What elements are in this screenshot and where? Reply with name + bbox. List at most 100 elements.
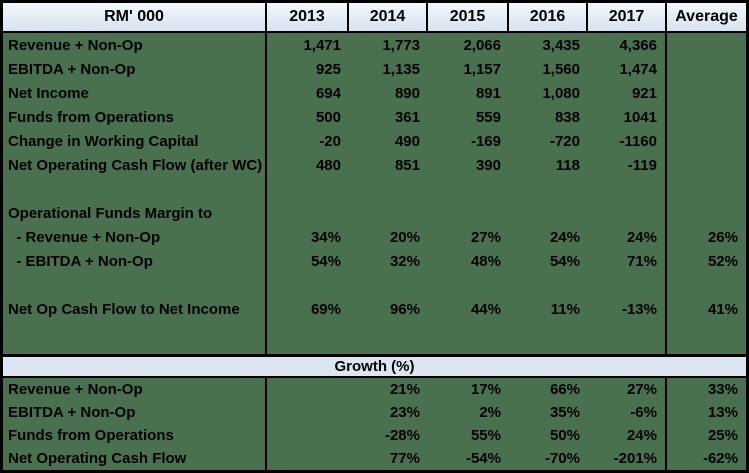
growth-row-ebitda: EBITDA + Non-Op 23% 2% 35% -6% 13% <box>3 401 746 424</box>
cell-average <box>667 81 746 105</box>
cell-2016: 1,560 <box>542 60 580 78</box>
row-label: Net Income <box>3 81 267 105</box>
cell-2013 <box>267 401 349 424</box>
cell-2013: 54% <box>310 252 341 270</box>
table-row-ffo: Funds from Operations 500 361 559 838 10… <box>3 105 746 129</box>
cell-2017: -13% <box>588 297 667 321</box>
cell-2013: 34% <box>310 228 341 246</box>
cell-2016: 50% <box>549 427 580 444</box>
cell-2013: -20 <box>319 132 341 150</box>
cell-2014: 361 <box>394 108 420 126</box>
row-label: Net Op Cash Flow to Net Income <box>3 297 267 321</box>
cell-2013 <box>267 447 349 470</box>
cell-2017 <box>588 201 667 225</box>
row-label: Funds from Operations <box>3 105 267 129</box>
cell-2017: 4,366 <box>588 33 667 57</box>
cell-2016: -70% <box>544 450 580 467</box>
cell-average: 25% <box>707 427 738 444</box>
cell-2016: 1,080 <box>542 84 580 102</box>
year-header-2013: 2013 <box>267 3 349 31</box>
cell-average: 41% <box>707 300 738 318</box>
cell-2017 <box>588 321 667 354</box>
cell-2013: 1,471 <box>303 36 341 54</box>
row-label <box>3 273 267 297</box>
cell-average: 52% <box>707 252 738 270</box>
cell-2017: 921 <box>588 81 667 105</box>
cell-2016: 54% <box>549 252 580 270</box>
cell-2014: -28% <box>384 427 420 444</box>
cell-2014: 21% <box>389 381 420 398</box>
cell-average: 13% <box>707 404 738 421</box>
cell-average <box>667 57 746 81</box>
cell-2017: -6% <box>588 401 667 424</box>
cell-2015: -169 <box>470 132 501 150</box>
cell-2017: 24% <box>588 225 667 249</box>
table-row-blank <box>3 273 746 297</box>
cell-2015: 390 <box>475 156 501 174</box>
cell-average: 26% <box>707 228 738 246</box>
growth-row-revenue: Revenue + Non-Op 21% 17% 66% 27% 33% <box>3 378 746 401</box>
cell-2015: 55% <box>470 427 501 444</box>
year-header-2016: 2016 <box>509 3 588 31</box>
cell-2016 <box>509 177 588 201</box>
cell-2015: -54% <box>465 450 501 467</box>
cell-2014 <box>349 177 428 201</box>
cell-2016: 118 <box>555 156 580 174</box>
row-label: - Revenue + Non-Op <box>3 225 267 249</box>
cell-2013 <box>267 201 349 225</box>
cell-2016: 24% <box>549 228 580 246</box>
cell-2015: 27% <box>470 228 501 246</box>
cell-2013 <box>267 177 349 201</box>
cell-2016: 66% <box>549 381 580 398</box>
cell-2016: 11% <box>550 300 580 318</box>
row-label: EBITDA + Non-Op <box>3 401 267 424</box>
cell-2014: 890 <box>394 84 420 102</box>
cell-2017: 24% <box>588 424 667 447</box>
cell-average <box>667 153 746 177</box>
cell-average: -62% <box>702 450 738 467</box>
cell-2016: 3,435 <box>542 36 580 54</box>
cell-average <box>667 177 746 201</box>
cell-2014 <box>349 321 428 354</box>
growth-row-ffo: Funds from Operations -28% 55% 50% 24% 2… <box>3 424 746 447</box>
cell-2017 <box>588 177 667 201</box>
cell-2014: 490 <box>394 132 420 150</box>
table-row-margin-revenue: - Revenue + Non-Op 34% 20% 27% 24% 24% 2… <box>3 225 746 249</box>
table-row-net-op-cash-flow: Net Operating Cash Flow (after WC) 480 8… <box>3 153 746 177</box>
row-label: Revenue + Non-Op <box>3 33 267 57</box>
average-header-cell: Average <box>675 8 738 25</box>
growth-section-header: Growth (%) <box>3 354 746 378</box>
cell-2015 <box>428 321 509 354</box>
cell-2017: -119 <box>588 153 667 177</box>
cell-2013: 69% <box>310 300 341 318</box>
cell-average: 33% <box>707 381 738 398</box>
cell-2014: 77% <box>389 450 420 467</box>
cell-2015: 44% <box>470 300 501 318</box>
row-label: - EBITDA + Non-Op <box>3 249 267 273</box>
row-label: Revenue + Non-Op <box>3 378 267 401</box>
year-header-2017: 2017 <box>588 3 667 31</box>
cell-2017: 71% <box>588 249 667 273</box>
cell-2015: 48% <box>470 252 501 270</box>
cell-2013 <box>267 321 349 354</box>
table-header-row: RM' 000 2013 2014 2015 2016 2017 Average <box>3 3 746 33</box>
cell-average <box>667 129 746 153</box>
cell-2013: 694 <box>315 84 341 102</box>
row-label: Net Operating Cash Flow <box>3 447 267 470</box>
cell-2016 <box>509 273 588 297</box>
table-row-ebitda: EBITDA + Non-Op 925 1,135 1,157 1,560 1,… <box>3 57 746 81</box>
cell-2013: 480 <box>315 156 341 174</box>
row-label: Change in Working Capital <box>3 129 267 153</box>
row-label: Funds from Operations <box>3 424 267 447</box>
table-row-nocf-to-ni: Net Op Cash Flow to Net Income 69% 96% 4… <box>3 297 746 321</box>
cell-2016 <box>509 201 588 225</box>
growth-title: Growth (%) <box>334 358 415 375</box>
growth-row-nocf: Net Operating Cash Flow 77% -54% -70% -2… <box>3 447 746 470</box>
cell-2015: 17% <box>470 381 501 398</box>
cell-2014 <box>349 201 428 225</box>
cell-2017: 1,474 <box>588 57 667 81</box>
cell-2015: 891 <box>475 84 501 102</box>
year-header-2015: 2015 <box>428 3 509 31</box>
cell-2015: 2,066 <box>463 36 501 54</box>
cell-2013 <box>267 378 349 401</box>
